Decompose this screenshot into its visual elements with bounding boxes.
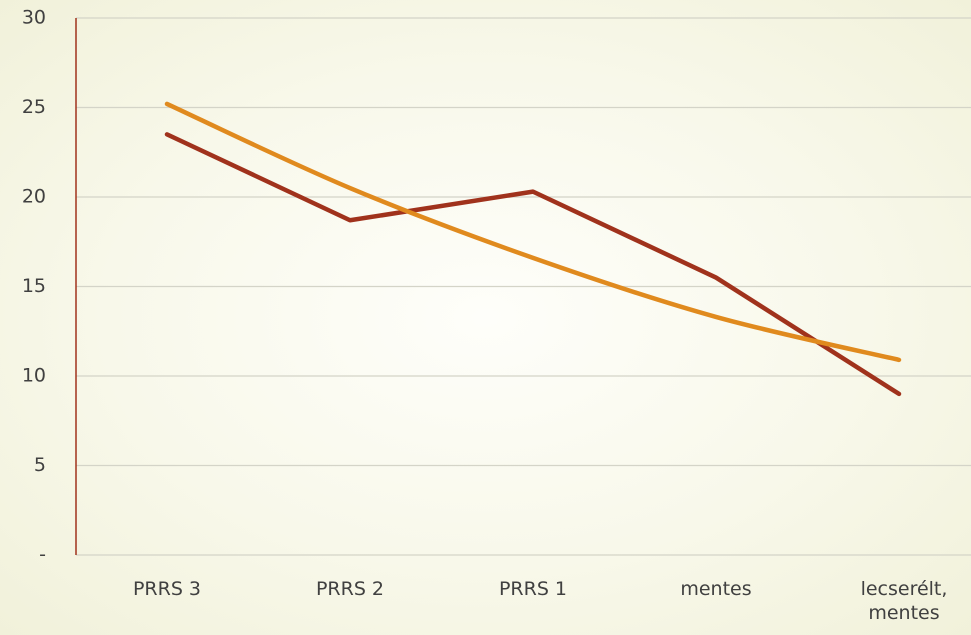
x-tick-label: PRRS 1 bbox=[498, 578, 568, 600]
y-tick-label: 30 bbox=[22, 7, 46, 29]
x-tick-label: mentes bbox=[680, 578, 752, 600]
y-tick-label: - bbox=[39, 544, 46, 566]
y-tick-label: 25 bbox=[22, 96, 46, 118]
x-tick-label: PRRS 2 bbox=[315, 578, 385, 600]
y-tick-label: 20 bbox=[22, 186, 46, 208]
y-tick-label: 15 bbox=[22, 275, 46, 297]
y-tick-label: 5 bbox=[34, 454, 46, 476]
series-line bbox=[164, 132, 902, 397]
x-tick-label: PRRS 3 bbox=[132, 578, 202, 600]
y-tick-label: 10 bbox=[22, 365, 46, 387]
series-line bbox=[164, 101, 902, 363]
x-tick-label: lecserélt, mentes bbox=[860, 578, 948, 624]
